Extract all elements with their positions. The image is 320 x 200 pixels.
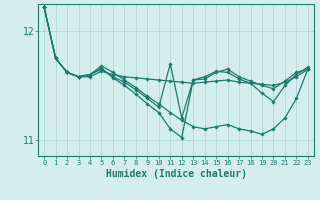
X-axis label: Humidex (Indice chaleur): Humidex (Indice chaleur) [106,169,246,179]
